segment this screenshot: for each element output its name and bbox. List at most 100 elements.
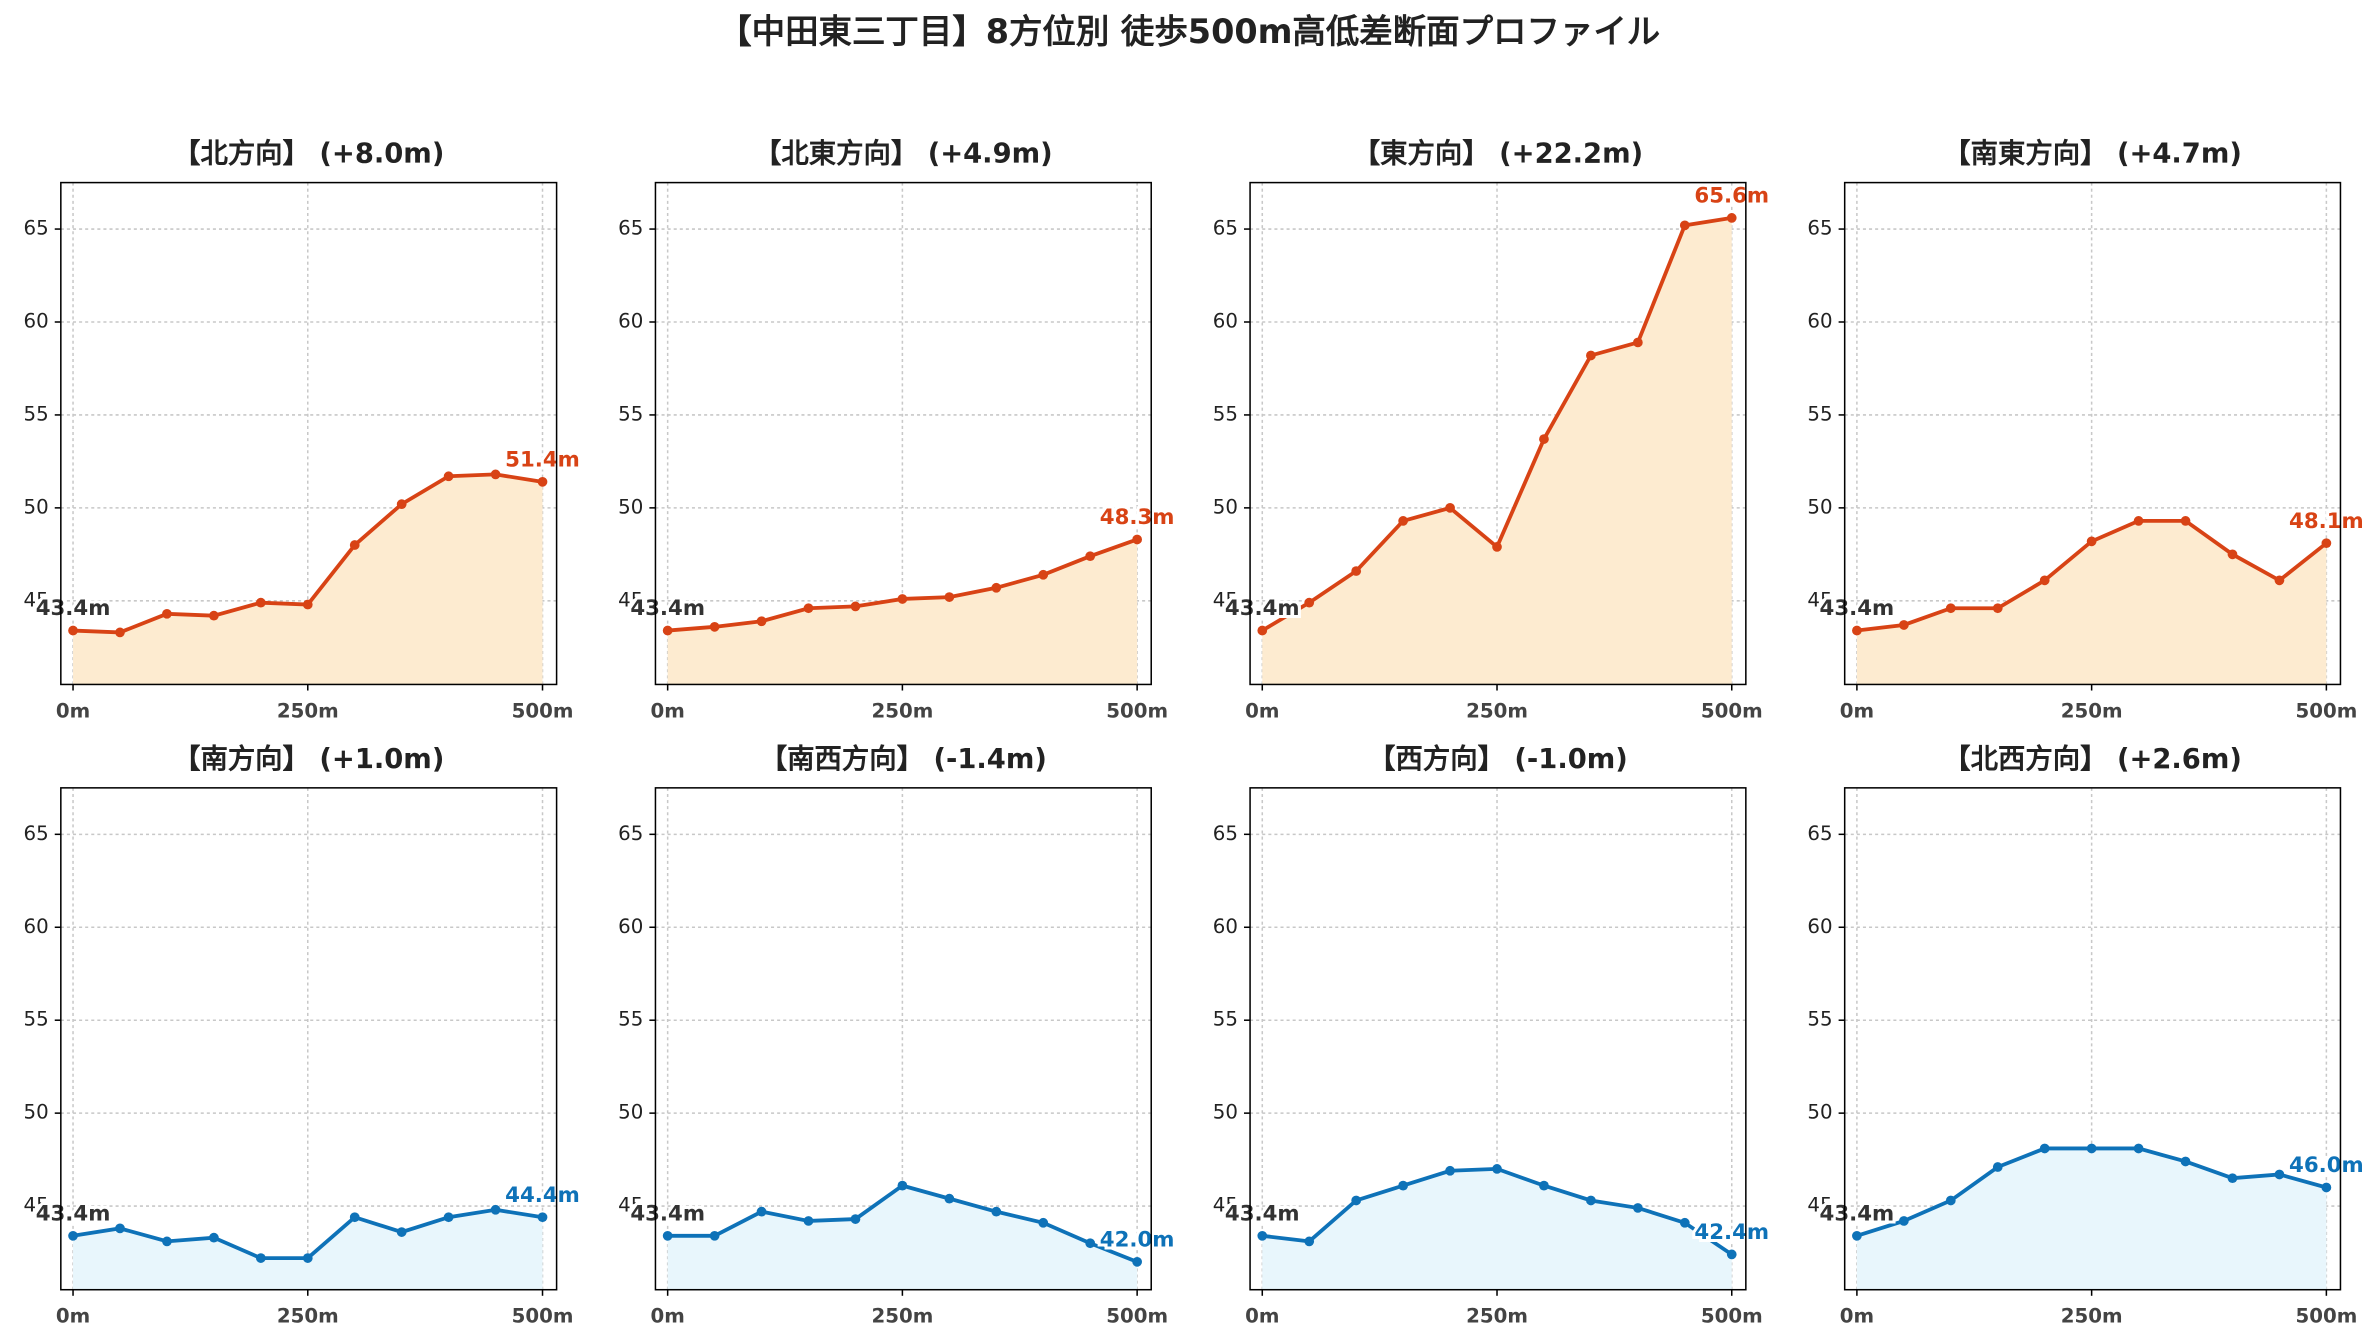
y-tick-label: 60 [24,309,49,332]
point [2086,536,2097,547]
x-tick-label: 250m [277,699,339,722]
axes-frame [60,787,558,1291]
axes-frame [1249,787,1747,1291]
subplot-title: 【東方向】 (+22.2m) [1353,138,1643,170]
x-tick-label: 500m [2295,1305,2357,1328]
x-tick-label: 0m [650,1305,684,1328]
y-tick-label: 55 [618,1008,643,1031]
subplot-title: 【北東方向】 (+4.9m) [754,138,1053,170]
area [1262,1168,1732,1290]
x-tick-label: 250m [871,1305,933,1328]
x-tick-label: 0m [1245,1305,1279,1328]
x-tick-label: 250m [2061,699,2123,722]
axes-frame [60,181,558,686]
point [803,603,814,614]
point [1679,1217,1690,1228]
point [490,1204,501,1215]
y-tick-label: 60 [1213,309,1238,332]
y-tick-label: 65 [618,217,643,240]
y-tick-label: 45 [1807,588,1832,611]
point [662,625,673,636]
y-tick-label: 65 [1807,822,1832,845]
y-tick-label: 45 [1213,588,1238,611]
y-tick-label: 50 [1807,495,1832,518]
point [443,1212,454,1223]
point [209,1232,219,1243]
point [162,1236,172,1247]
point [1132,534,1143,545]
y-tick-label: 45 [618,588,643,611]
y-tick-label: 60 [618,915,643,938]
y-tick-label: 50 [24,1101,49,1124]
value-label: 43.4m [1820,596,1895,621]
point [162,608,172,619]
value-label: 46.0m [2289,1153,2364,1178]
x-tick-label: 250m [871,699,933,722]
point [850,1214,861,1224]
axes-frame [1843,181,2342,686]
point [1445,1165,1455,1176]
point [1726,1249,1737,1260]
x-tick-label: 500m [1701,1305,1763,1328]
y-tick-label: 65 [24,217,49,240]
point [756,616,767,627]
subplot-title: 【北方向】 (+8.0m) [173,138,444,170]
x-tick-label: 250m [2061,1305,2123,1328]
point [1398,516,1408,526]
point [1632,337,1643,348]
point [1257,625,1268,636]
point [1351,566,1362,576]
y-tick-label: 45 [1807,1194,1832,1217]
point [537,1212,548,1223]
x-tick-label: 250m [1466,699,1528,722]
y-tick-label: 55 [1807,402,1832,425]
point [1038,1217,1049,1228]
point [349,540,360,550]
x-tick-label: 250m [277,1305,339,1328]
value-label: 65.6m [1694,184,1769,209]
figure-title: 【中田東三丁目】8方位別 徒歩500m高低差断面プロファイル [718,12,1660,51]
point [2133,516,2144,526]
point [1852,1230,1862,1241]
y-tick-label: 45 [618,1194,643,1217]
point [255,597,266,608]
x-tick-label: 250m [1466,1305,1528,1328]
x-tick-label: 500m [512,699,574,722]
point [1304,1236,1315,1247]
point [1586,350,1596,361]
x-tick-label: 500m [1701,699,1763,722]
area [1856,1148,2327,1290]
y-tick-label: 55 [1213,402,1238,425]
value-label: 51.4m [505,448,580,473]
y-tick-label: 60 [1213,915,1238,938]
y-tick-label: 50 [618,495,643,518]
value-label: 43.4m [630,596,705,621]
value-label: 48.3m [1100,505,1175,530]
point [2086,1143,2097,1154]
y-tick-label: 65 [1807,217,1832,240]
point [1304,597,1315,608]
point [1445,503,1455,513]
area [1856,520,2327,685]
value-label: 44.4m [505,1183,580,1208]
point [1492,542,1502,552]
value-label: 43.4m [1225,1202,1300,1227]
point [756,1206,767,1217]
y-tick-label: 55 [24,1008,49,1031]
y-tick-label: 50 [1213,1101,1238,1124]
x-tick-label: 500m [512,1305,574,1328]
x-tick-label: 0m [1245,699,1279,722]
point [1038,569,1049,580]
y-tick-label: 50 [618,1101,643,1124]
y-tick-label: 50 [1213,495,1238,518]
point [1257,1230,1268,1241]
point [1898,1216,1909,1226]
point [944,592,955,602]
point [115,1223,125,1234]
point [490,469,501,480]
point [897,594,908,604]
point [396,1227,407,1237]
value-label: 43.4m [36,1202,111,1227]
point [396,499,407,510]
y-tick-label: 65 [618,822,643,845]
